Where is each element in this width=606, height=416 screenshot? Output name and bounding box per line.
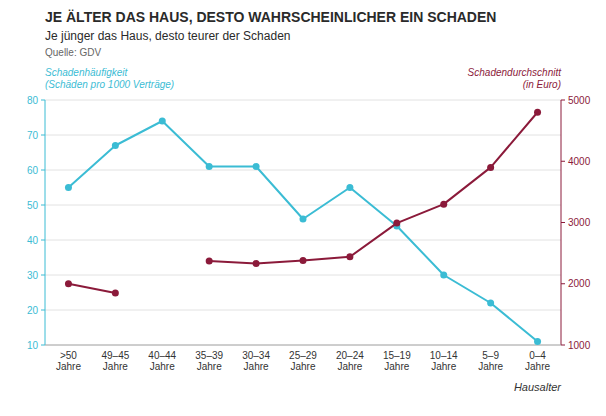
marker xyxy=(65,184,72,191)
marker xyxy=(487,300,494,307)
grid-line xyxy=(45,275,561,276)
source: Quelle: GDV xyxy=(45,47,101,58)
marker xyxy=(112,142,119,149)
tick-label: 30 xyxy=(27,270,39,281)
tick xyxy=(41,310,45,311)
tick-label: 80 xyxy=(27,95,39,106)
marker xyxy=(300,257,307,264)
plot-area xyxy=(65,109,541,345)
tick xyxy=(41,205,45,206)
marker xyxy=(253,163,260,170)
series-label: Schadenhäufigkeit(Schäden pro 1000 Vertr… xyxy=(45,67,174,90)
axis-label: Hausalter xyxy=(514,381,562,393)
marker xyxy=(440,272,447,279)
axis-line xyxy=(561,100,562,345)
grid-line xyxy=(45,205,561,206)
tick xyxy=(41,100,45,101)
marker xyxy=(253,260,260,267)
title: JE ÄLTER DAS HAUS, DESTO WAHRSCHEINLICHE… xyxy=(45,9,496,25)
series-label: Schadendurchschnitt(in Euro) xyxy=(468,67,563,90)
marker xyxy=(534,109,541,116)
tick-label: 5–9Jahre xyxy=(478,350,503,372)
tick xyxy=(41,170,45,171)
tick-label: 10–14Jahre xyxy=(430,350,458,372)
tick-label: 2000 xyxy=(568,278,591,289)
grid-line xyxy=(45,310,561,311)
tick xyxy=(561,345,565,346)
tick-label: >50Jahre xyxy=(56,350,81,372)
tick-label: 5000 xyxy=(568,95,591,106)
tick-label: 60 xyxy=(27,165,39,176)
tick xyxy=(561,161,565,162)
tick-label: 40 xyxy=(27,235,39,246)
tick xyxy=(41,345,45,346)
marker xyxy=(65,280,72,287)
tick xyxy=(561,283,565,284)
tick-label: 70 xyxy=(27,130,39,141)
axes: 10 20 30 40 50 60 70 80 1000 2000 3000 4000 5000 >50J… xyxy=(27,95,591,373)
marker xyxy=(112,289,119,296)
tick xyxy=(41,275,45,276)
line xyxy=(68,121,537,342)
marker xyxy=(346,184,353,191)
marker xyxy=(206,258,213,265)
axis-line xyxy=(45,345,561,346)
tick-label: 3000 xyxy=(568,217,591,228)
marker xyxy=(393,220,400,227)
grid-line xyxy=(45,170,561,171)
grid-line xyxy=(45,135,561,136)
tick xyxy=(41,135,45,136)
tick-label: 49–45Jahre xyxy=(101,350,129,372)
chart: JE ÄLTER DAS HAUS, DESTO WAHRSCHEINLICHE… xyxy=(0,0,606,416)
tick-label: 25–29Jahre xyxy=(289,350,317,372)
marker xyxy=(440,201,447,208)
tick xyxy=(561,100,565,101)
line xyxy=(68,112,537,293)
axis-line xyxy=(45,100,46,345)
marker xyxy=(206,163,213,170)
tick-label: 35–39Jahre xyxy=(195,350,223,372)
marker xyxy=(534,338,541,345)
grid-line xyxy=(45,240,561,241)
tick-label: 40–44Jahre xyxy=(148,350,176,372)
tick-label: 1000 xyxy=(568,340,591,351)
tick-label: 20–24Jahre xyxy=(336,350,364,372)
tick xyxy=(41,240,45,241)
marker xyxy=(159,118,166,125)
tick-label: 30–34Jahre xyxy=(242,350,270,372)
tick-label: 10 xyxy=(27,340,39,351)
tick-label: 15–19Jahre xyxy=(383,350,411,372)
tick xyxy=(561,222,565,223)
marker xyxy=(487,164,494,171)
tick-label: 4000 xyxy=(568,156,591,167)
grid-line xyxy=(45,100,561,101)
tick-label: 0–4Jahre xyxy=(525,350,550,372)
marker xyxy=(346,253,353,260)
tick-label: 50 xyxy=(27,200,39,211)
subtitle: Je jünger das Haus, desto teurer der Sch… xyxy=(45,29,290,43)
grid-line xyxy=(45,345,561,346)
marker xyxy=(300,216,307,223)
tick-label: 20 xyxy=(27,305,39,316)
